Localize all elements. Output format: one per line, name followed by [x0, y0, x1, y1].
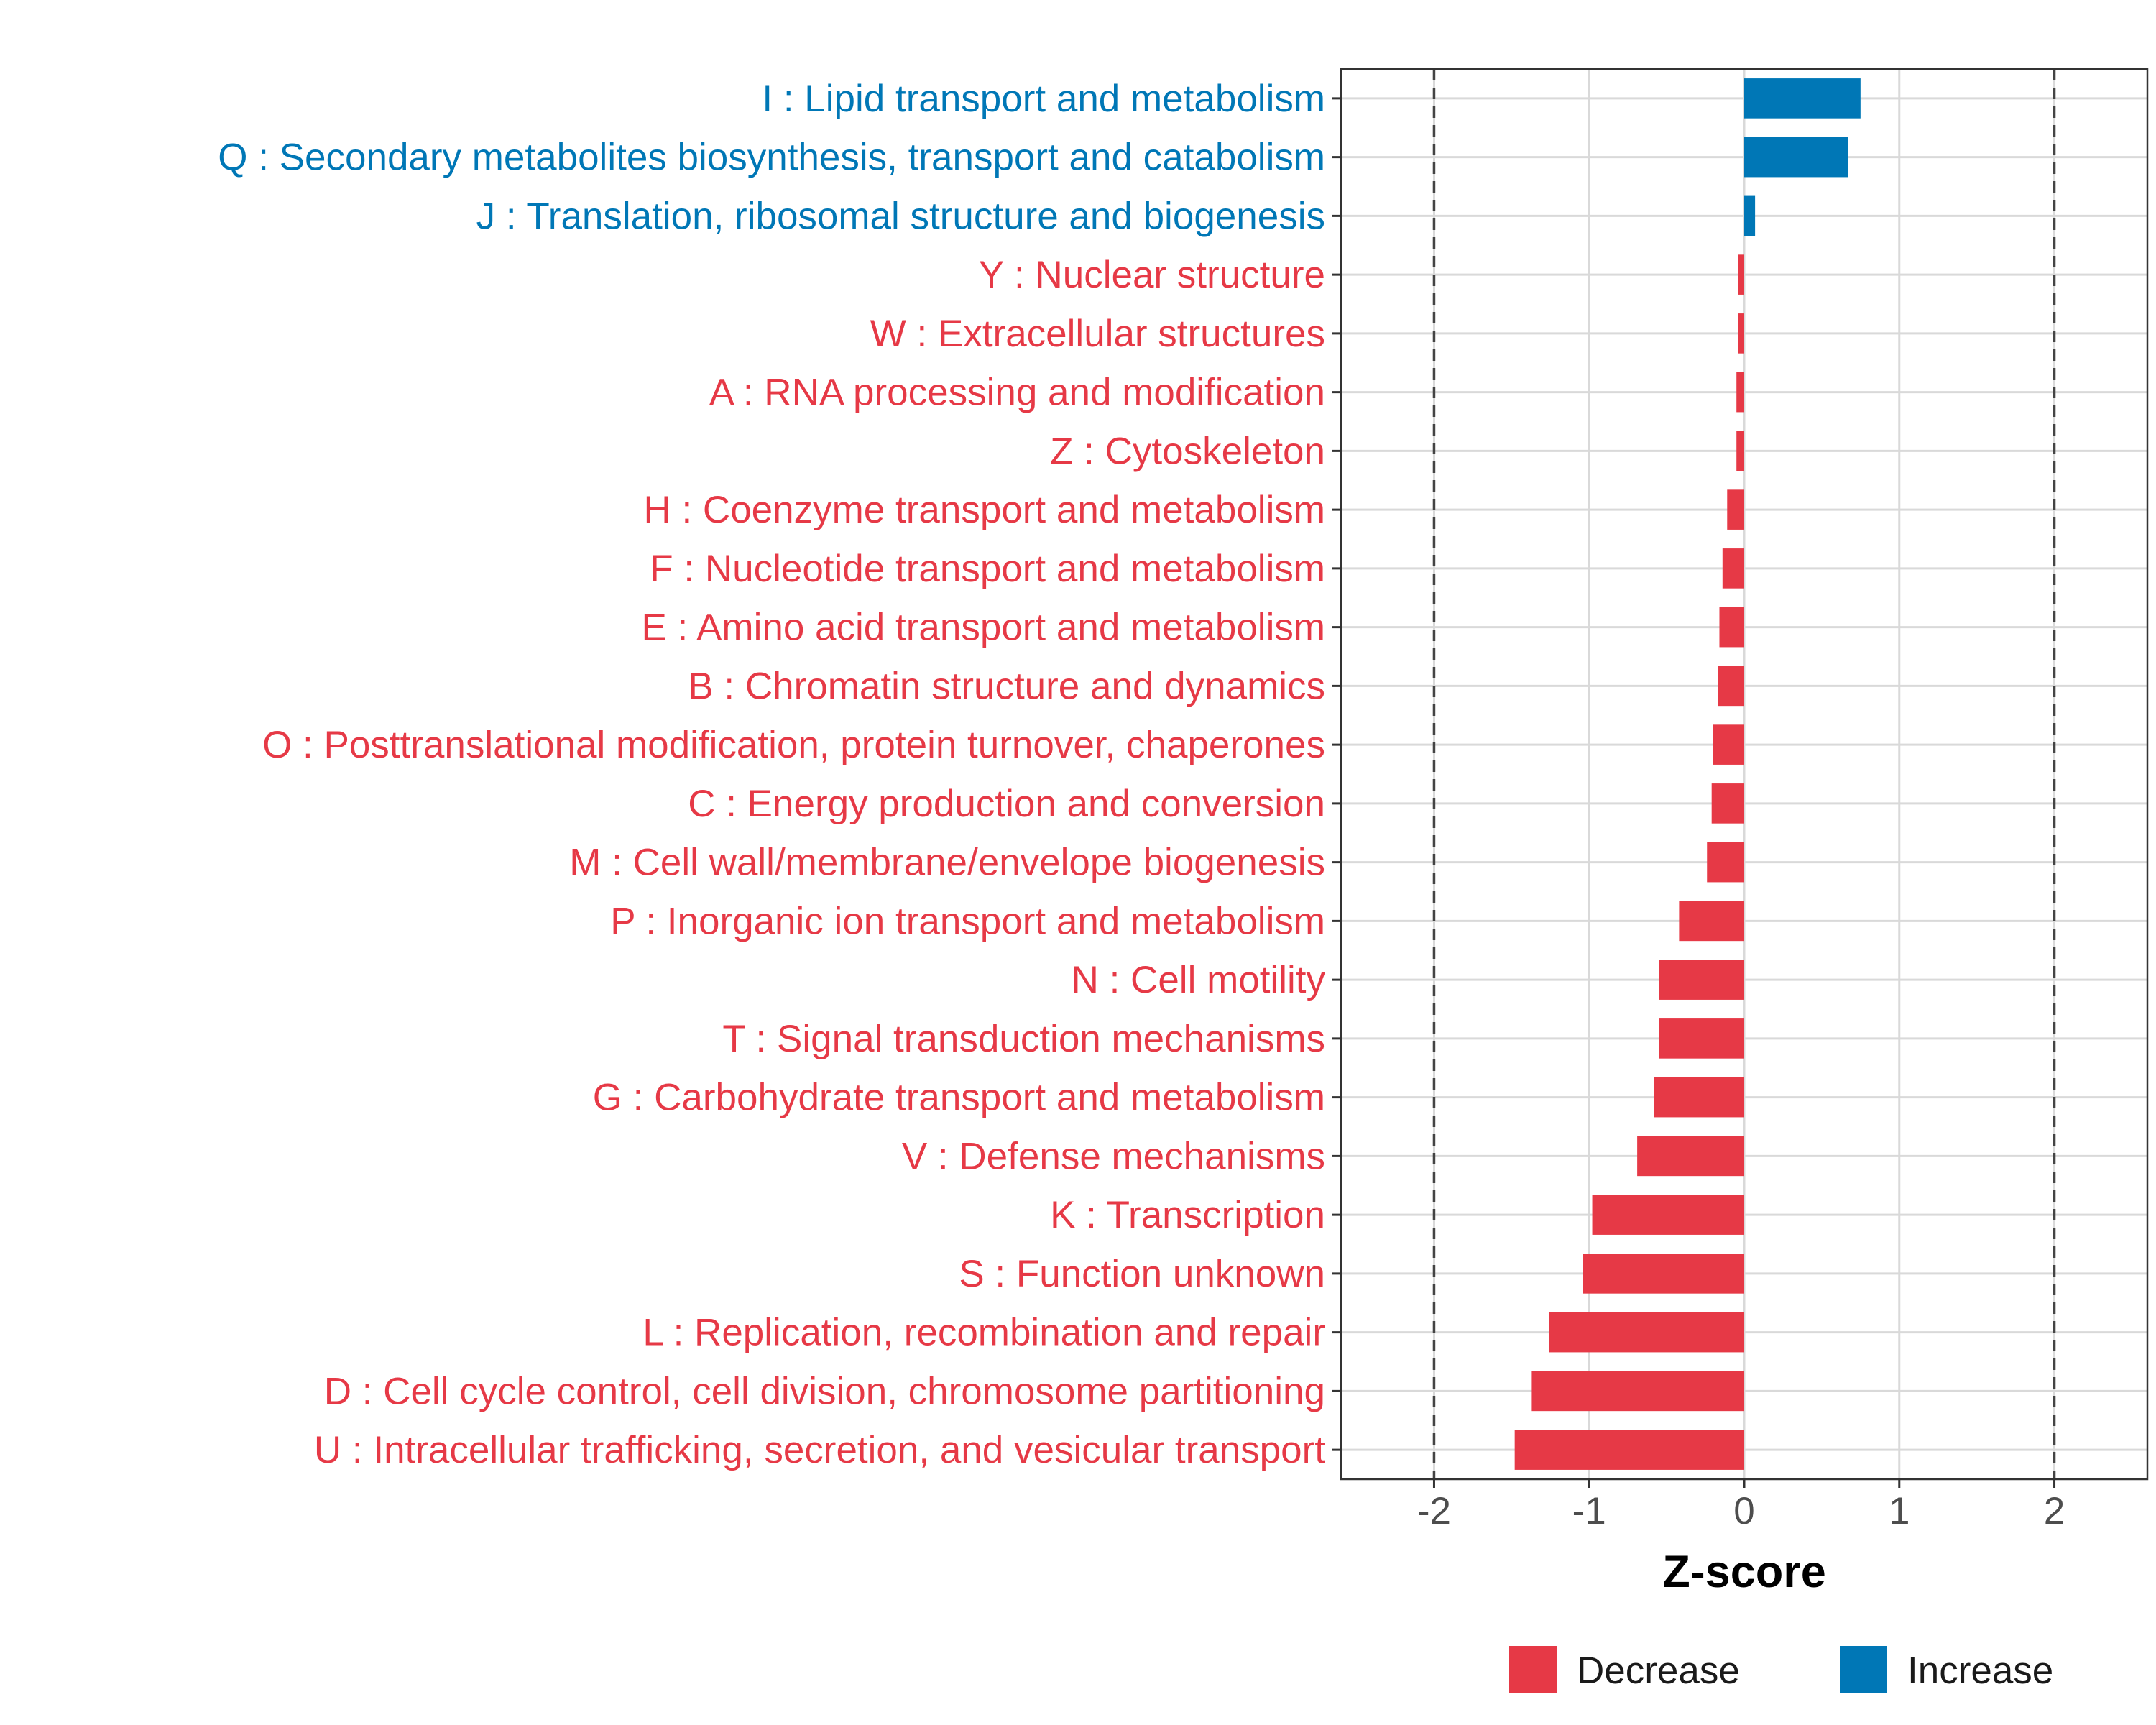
- bar: [1738, 313, 1744, 354]
- category-label: D : Cell cycle control, cell division, c…: [324, 1370, 1325, 1412]
- legend-label: Decrease: [1577, 1650, 1740, 1692]
- x-tick-label: -2: [1417, 1490, 1451, 1532]
- category-label: U : Intracellular trafficking, secretion…: [314, 1429, 1325, 1471]
- category-label: O : Posttranslational modification, prot…: [262, 724, 1325, 766]
- reference-lines: [1432, 69, 2056, 1479]
- category-label: F : Nucleotide transport and metabolism: [650, 548, 1325, 590]
- bar: [1707, 842, 1744, 883]
- category-label: B : Chromatin structure and dynamics: [688, 665, 1325, 707]
- bar: [1744, 78, 1861, 119]
- bar: [1727, 489, 1744, 530]
- category-label: P : Inorganic ion transport and metaboli…: [610, 900, 1325, 942]
- bar: [1659, 960, 1744, 1000]
- x-axis-title: Z-score: [1662, 1547, 1826, 1597]
- bar: [1718, 666, 1744, 707]
- category-label: E : Amino acid transport and metabolism: [641, 607, 1325, 649]
- bar: [1583, 1254, 1744, 1294]
- legend-key: [1509, 1646, 1557, 1693]
- category-label: H : Coenzyme transport and metabolism: [643, 489, 1325, 531]
- x-axis-ticks: -2 -1 0 1 2: [1417, 1479, 2065, 1532]
- category-label: G : Carbohydrate transport and metabolis…: [593, 1077, 1325, 1119]
- bar: [1736, 431, 1744, 472]
- bar: [1531, 1371, 1744, 1412]
- category-labels: I : Lipid transport and metabolism Q : Se…: [218, 78, 1341, 1471]
- category-label: L : Replication, recombination and repai…: [642, 1312, 1325, 1354]
- bar: [1744, 137, 1848, 178]
- bar: [1722, 548, 1744, 589]
- bar: [1738, 254, 1744, 295]
- category-label: Z : Cytoskeleton: [1050, 430, 1325, 472]
- bar: [1592, 1195, 1744, 1235]
- x-tick-label: -1: [1572, 1490, 1606, 1532]
- category-label: N : Cell motility: [1072, 959, 1326, 1001]
- bar: [1637, 1136, 1744, 1177]
- bar: [1654, 1077, 1744, 1118]
- category-label: A : RNA processing and modification: [709, 372, 1325, 414]
- legend-label: Increase: [1907, 1650, 2053, 1692]
- bar-layer: [1514, 78, 1861, 1470]
- bar: [1514, 1430, 1744, 1470]
- category-label: W : Extracellular structures: [870, 313, 1325, 355]
- legend-key: [1840, 1646, 1887, 1693]
- bar: [1736, 372, 1744, 413]
- x-tick-label: 2: [2044, 1490, 2065, 1532]
- bar: [1744, 196, 1756, 236]
- x-tick-label: 1: [1889, 1490, 1909, 1532]
- bar: [1679, 901, 1744, 942]
- category-label: J : Translation, ribosomal structure and…: [476, 195, 1325, 237]
- bar: [1711, 783, 1744, 824]
- category-label: K : Transcription: [1050, 1194, 1325, 1236]
- bar: [1549, 1312, 1744, 1353]
- category-label: I : Lipid transport and metabolism: [762, 78, 1325, 120]
- x-tick-label: 0: [1733, 1490, 1754, 1532]
- category-label: Y : Nuclear structure: [979, 254, 1325, 296]
- legend: Decrease Increase: [1509, 1646, 2053, 1693]
- category-label: C : Energy production and conversion: [688, 783, 1325, 825]
- category-label: Q : Secondary metabolites biosynthesis, …: [218, 137, 1325, 179]
- category-label: M : Cell wall/membrane/envelope biogenes…: [569, 842, 1325, 884]
- bar: [1713, 724, 1744, 765]
- category-label: V : Defense mechanisms: [902, 1135, 1325, 1177]
- category-label: S : Function unknown: [959, 1253, 1325, 1295]
- bar: [1659, 1018, 1744, 1059]
- category-label: T : Signal transduction mechanisms: [722, 1018, 1325, 1060]
- bar: [1719, 607, 1744, 648]
